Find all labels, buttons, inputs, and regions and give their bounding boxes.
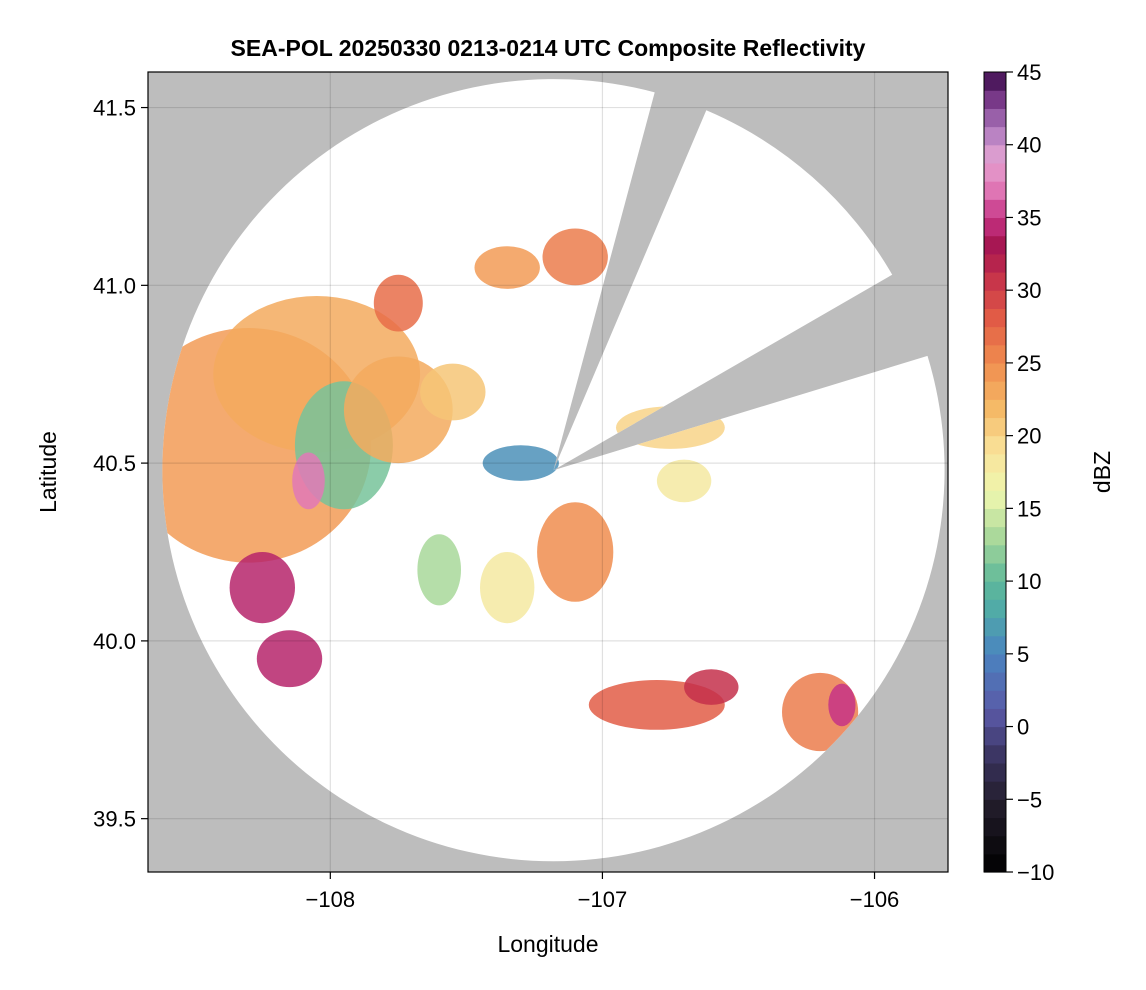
- echo-cell-14: [417, 534, 462, 606]
- echo-cell-20: [828, 683, 856, 727]
- colorbar-segment-40: [984, 126, 1006, 146]
- colorbar-segment-6: [984, 744, 1006, 764]
- x-tick-label-2: −106: [850, 887, 900, 912]
- plot-area: [148, 72, 948, 872]
- y-axis-label: Latitude: [35, 431, 61, 513]
- colorbar-segment-39: [984, 144, 1006, 164]
- colorbar-label: dBZ: [1089, 451, 1115, 493]
- x-axis: −108 −107 −106: [306, 872, 900, 912]
- colorbar-tick-label-0: −10: [1017, 860, 1054, 885]
- x-axis-label: Longitude: [497, 931, 598, 957]
- echo-cell-8: [229, 552, 295, 624]
- echo-cell-9: [256, 630, 323, 688]
- colorbar-segment-27: [984, 362, 1006, 382]
- colorbar-segment-16: [984, 562, 1006, 582]
- colorbar-segment-37: [984, 181, 1006, 200]
- echo-cell-4: [373, 274, 423, 332]
- colorbar-segment-34: [984, 235, 1006, 255]
- colorbar-segment-13: [984, 617, 1006, 637]
- echo-cell-5: [420, 363, 486, 421]
- colorbar-tick-label-1: −5: [1017, 787, 1042, 812]
- echo-cell-18: [684, 669, 739, 705]
- x-tick-label-0: −108: [306, 887, 356, 912]
- colorbar-segment-3: [984, 799, 1006, 819]
- echo-cell-16: [656, 459, 712, 503]
- x-tick-label-1: −107: [578, 887, 628, 912]
- colorbar-segment-8: [984, 708, 1006, 728]
- colorbar-segment-29: [984, 326, 1006, 346]
- y-tick-label-4: 41.5: [93, 96, 136, 121]
- plot-frame: [147, 71, 949, 873]
- y-tick-label-0: 39.5: [93, 807, 136, 832]
- colorbar-frame: [983, 71, 1007, 873]
- colorbar-segment-18: [984, 526, 1006, 546]
- echo-cell-13: [480, 552, 535, 624]
- colorbar-segment-19: [984, 508, 1006, 528]
- colorbar-segment-15: [984, 581, 1006, 600]
- colorbar-tick-label-7: 25: [1017, 351, 1041, 376]
- chart-title: SEA-POL 20250330 0213-0214 UTC Composite…: [231, 35, 866, 61]
- colorbar-tick-label-11: 45: [1017, 60, 1041, 85]
- colorbar-tick-label-5: 15: [1017, 496, 1041, 521]
- colorbar-segment-33: [984, 253, 1006, 273]
- colorbar-segment-38: [984, 162, 1006, 182]
- colorbar-segment-24: [984, 417, 1006, 437]
- colorbar-segment-35: [984, 217, 1006, 237]
- y-axis: 39.5 40.0 40.5 41.0 41.5: [93, 96, 148, 832]
- colorbar-segment-43: [984, 72, 1006, 91]
- colorbar-tick-label-6: 20: [1017, 424, 1041, 449]
- colorbar-segment-30: [984, 308, 1006, 328]
- y-tick-label-2: 40.5: [93, 451, 136, 476]
- echo-cell-6: [474, 246, 540, 289]
- echo-cell-12: [537, 502, 614, 602]
- colorbar-segment-36: [984, 199, 1006, 219]
- colorbar-segment-42: [984, 90, 1006, 109]
- colorbar-tick-label-2: 0: [1017, 715, 1029, 740]
- colorbar-segment-2: [984, 817, 1006, 837]
- echo-cell-11: [482, 445, 559, 481]
- echo-cell-10: [292, 452, 325, 510]
- colorbar-segment-32: [984, 272, 1006, 291]
- colorbar-segment-11: [984, 653, 1006, 673]
- colorbar-segment-10: [984, 672, 1006, 691]
- y-tick-label-1: 40.0: [93, 629, 136, 654]
- colorbar-segment-0: [984, 853, 1006, 873]
- colorbar-segment-23: [984, 435, 1006, 455]
- colorbar-segment-22: [984, 453, 1006, 473]
- colorbar-segment-20: [984, 490, 1006, 509]
- colorbar-segment-21: [984, 472, 1006, 491]
- colorbar-tick-label-9: 35: [1017, 205, 1041, 230]
- reflectivity-echoes: [162, 228, 859, 752]
- y-tick-label-3: 41.0: [93, 273, 136, 298]
- colorbar-tick-label-10: 40: [1017, 133, 1041, 158]
- colorbar-segment-1: [984, 835, 1006, 855]
- colorbar-segment-7: [984, 726, 1006, 746]
- colorbar-segment-41: [984, 108, 1006, 128]
- colorbar-segment-14: [984, 599, 1006, 619]
- colorbar-segment-4: [984, 781, 1006, 800]
- colorbar-tick-label-8: 30: [1017, 278, 1041, 303]
- colorbar-segment-12: [984, 635, 1006, 655]
- grid-lines: [148, 72, 948, 872]
- colorbar-segment-9: [984, 690, 1006, 709]
- colorbar-segment-25: [984, 399, 1006, 419]
- colorbar: −10 −5 0 5 10 15 20 25 30 35 40 45: [983, 60, 1054, 885]
- echo-cell-7: [542, 228, 608, 286]
- colorbar-segment-28: [984, 344, 1006, 364]
- colorbar-tick-label-3: 5: [1017, 642, 1029, 667]
- colorbar-segment-26: [984, 381, 1006, 400]
- colorbar-segment-17: [984, 544, 1006, 564]
- colorbar-segment-5: [984, 762, 1006, 782]
- colorbar-segment-31: [984, 290, 1006, 309]
- colorbar-tick-label-4: 10: [1017, 569, 1041, 594]
